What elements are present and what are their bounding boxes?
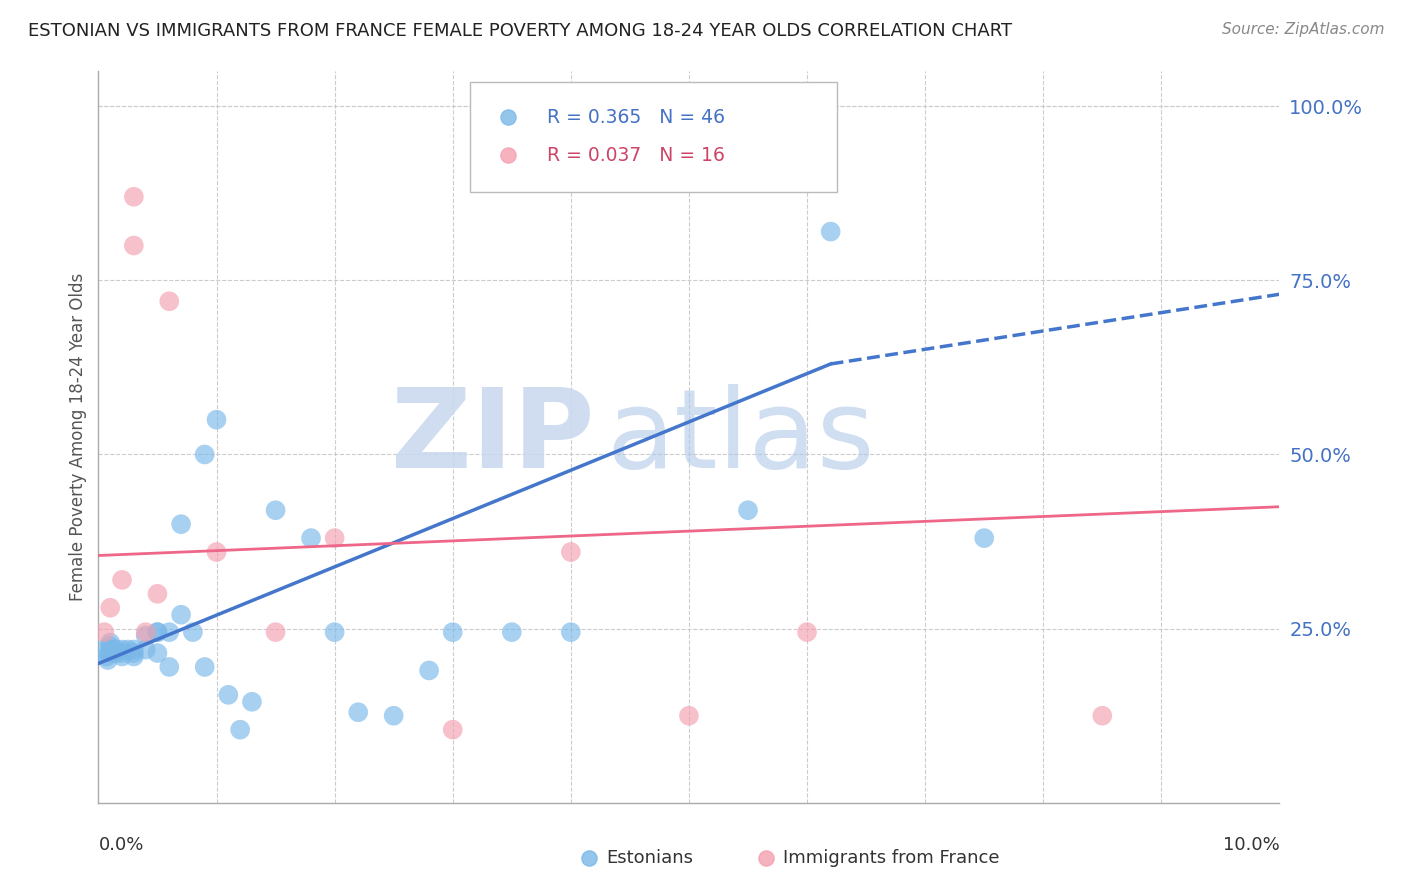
Point: [101, 642, 124, 657]
Point: [146, 646, 169, 660]
Point: [105, 646, 128, 660]
Point: [181, 625, 204, 640]
Point: [111, 646, 134, 660]
Point: [157, 660, 180, 674]
Text: R = 0.037   N = 16: R = 0.037 N = 16: [547, 146, 725, 165]
Point: [194, 448, 217, 462]
Point: [98, 646, 121, 660]
Point: [560, 625, 582, 640]
Point: [111, 642, 134, 657]
Point: [101, 646, 124, 660]
Point: [229, 723, 252, 737]
Point: [205, 412, 228, 426]
Point: [737, 503, 759, 517]
Point: [93, 642, 115, 657]
Point: [973, 531, 995, 545]
Point: [98, 639, 121, 653]
Point: [105, 642, 128, 657]
Point: [501, 625, 523, 640]
Point: [117, 642, 139, 657]
Point: [240, 695, 263, 709]
Point: [441, 625, 464, 640]
Text: Immigrants from France: Immigrants from France: [783, 848, 1000, 867]
Text: Source: ZipAtlas.com: Source: ZipAtlas.com: [1222, 22, 1385, 37]
Point: [122, 190, 145, 204]
Point: [820, 225, 842, 239]
Point: [146, 587, 169, 601]
Point: [146, 625, 169, 640]
Point: [1091, 708, 1114, 723]
Point: [146, 625, 169, 640]
Point: [98, 642, 121, 657]
Text: ESTONIAN VS IMMIGRANTS FROM FRANCE FEMALE POVERTY AMONG 18-24 YEAR OLDS CORRELAT: ESTONIAN VS IMMIGRANTS FROM FRANCE FEMAL…: [28, 22, 1012, 40]
Point: [418, 664, 440, 678]
Point: [560, 545, 582, 559]
Point: [678, 708, 700, 723]
Point: [170, 607, 193, 622]
Point: [323, 531, 346, 545]
Y-axis label: Female Poverty Among 18-24 Year Olds: Female Poverty Among 18-24 Year Olds: [69, 273, 87, 601]
Text: atlas: atlas: [606, 384, 875, 491]
Point: [135, 625, 157, 640]
Point: [347, 705, 370, 719]
Point: [157, 625, 180, 640]
Point: [122, 642, 145, 657]
Point: [194, 660, 217, 674]
Point: [111, 649, 134, 664]
Point: [122, 649, 145, 664]
Text: 0.0%: 0.0%: [98, 836, 143, 854]
Point: [170, 517, 193, 532]
Point: [217, 688, 239, 702]
Text: 10.0%: 10.0%: [1223, 836, 1279, 854]
Point: [323, 625, 346, 640]
Point: [122, 646, 145, 660]
Text: Estonians: Estonians: [606, 848, 693, 867]
Point: [111, 573, 134, 587]
Point: [299, 531, 322, 545]
Point: [96, 649, 118, 664]
Point: [205, 545, 228, 559]
Point: [97, 653, 120, 667]
Point: [98, 600, 121, 615]
Text: R = 0.365   N = 46: R = 0.365 N = 46: [547, 108, 725, 127]
Point: [441, 723, 464, 737]
Point: [157, 294, 180, 309]
Point: [382, 708, 405, 723]
Point: [98, 635, 121, 649]
Point: [135, 629, 157, 643]
Point: [264, 625, 287, 640]
Point: [135, 642, 157, 657]
Point: [796, 625, 818, 640]
Point: [264, 503, 287, 517]
FancyBboxPatch shape: [471, 82, 837, 192]
Point: [122, 238, 145, 252]
Text: ZIP: ZIP: [391, 384, 595, 491]
Point: [93, 625, 115, 640]
